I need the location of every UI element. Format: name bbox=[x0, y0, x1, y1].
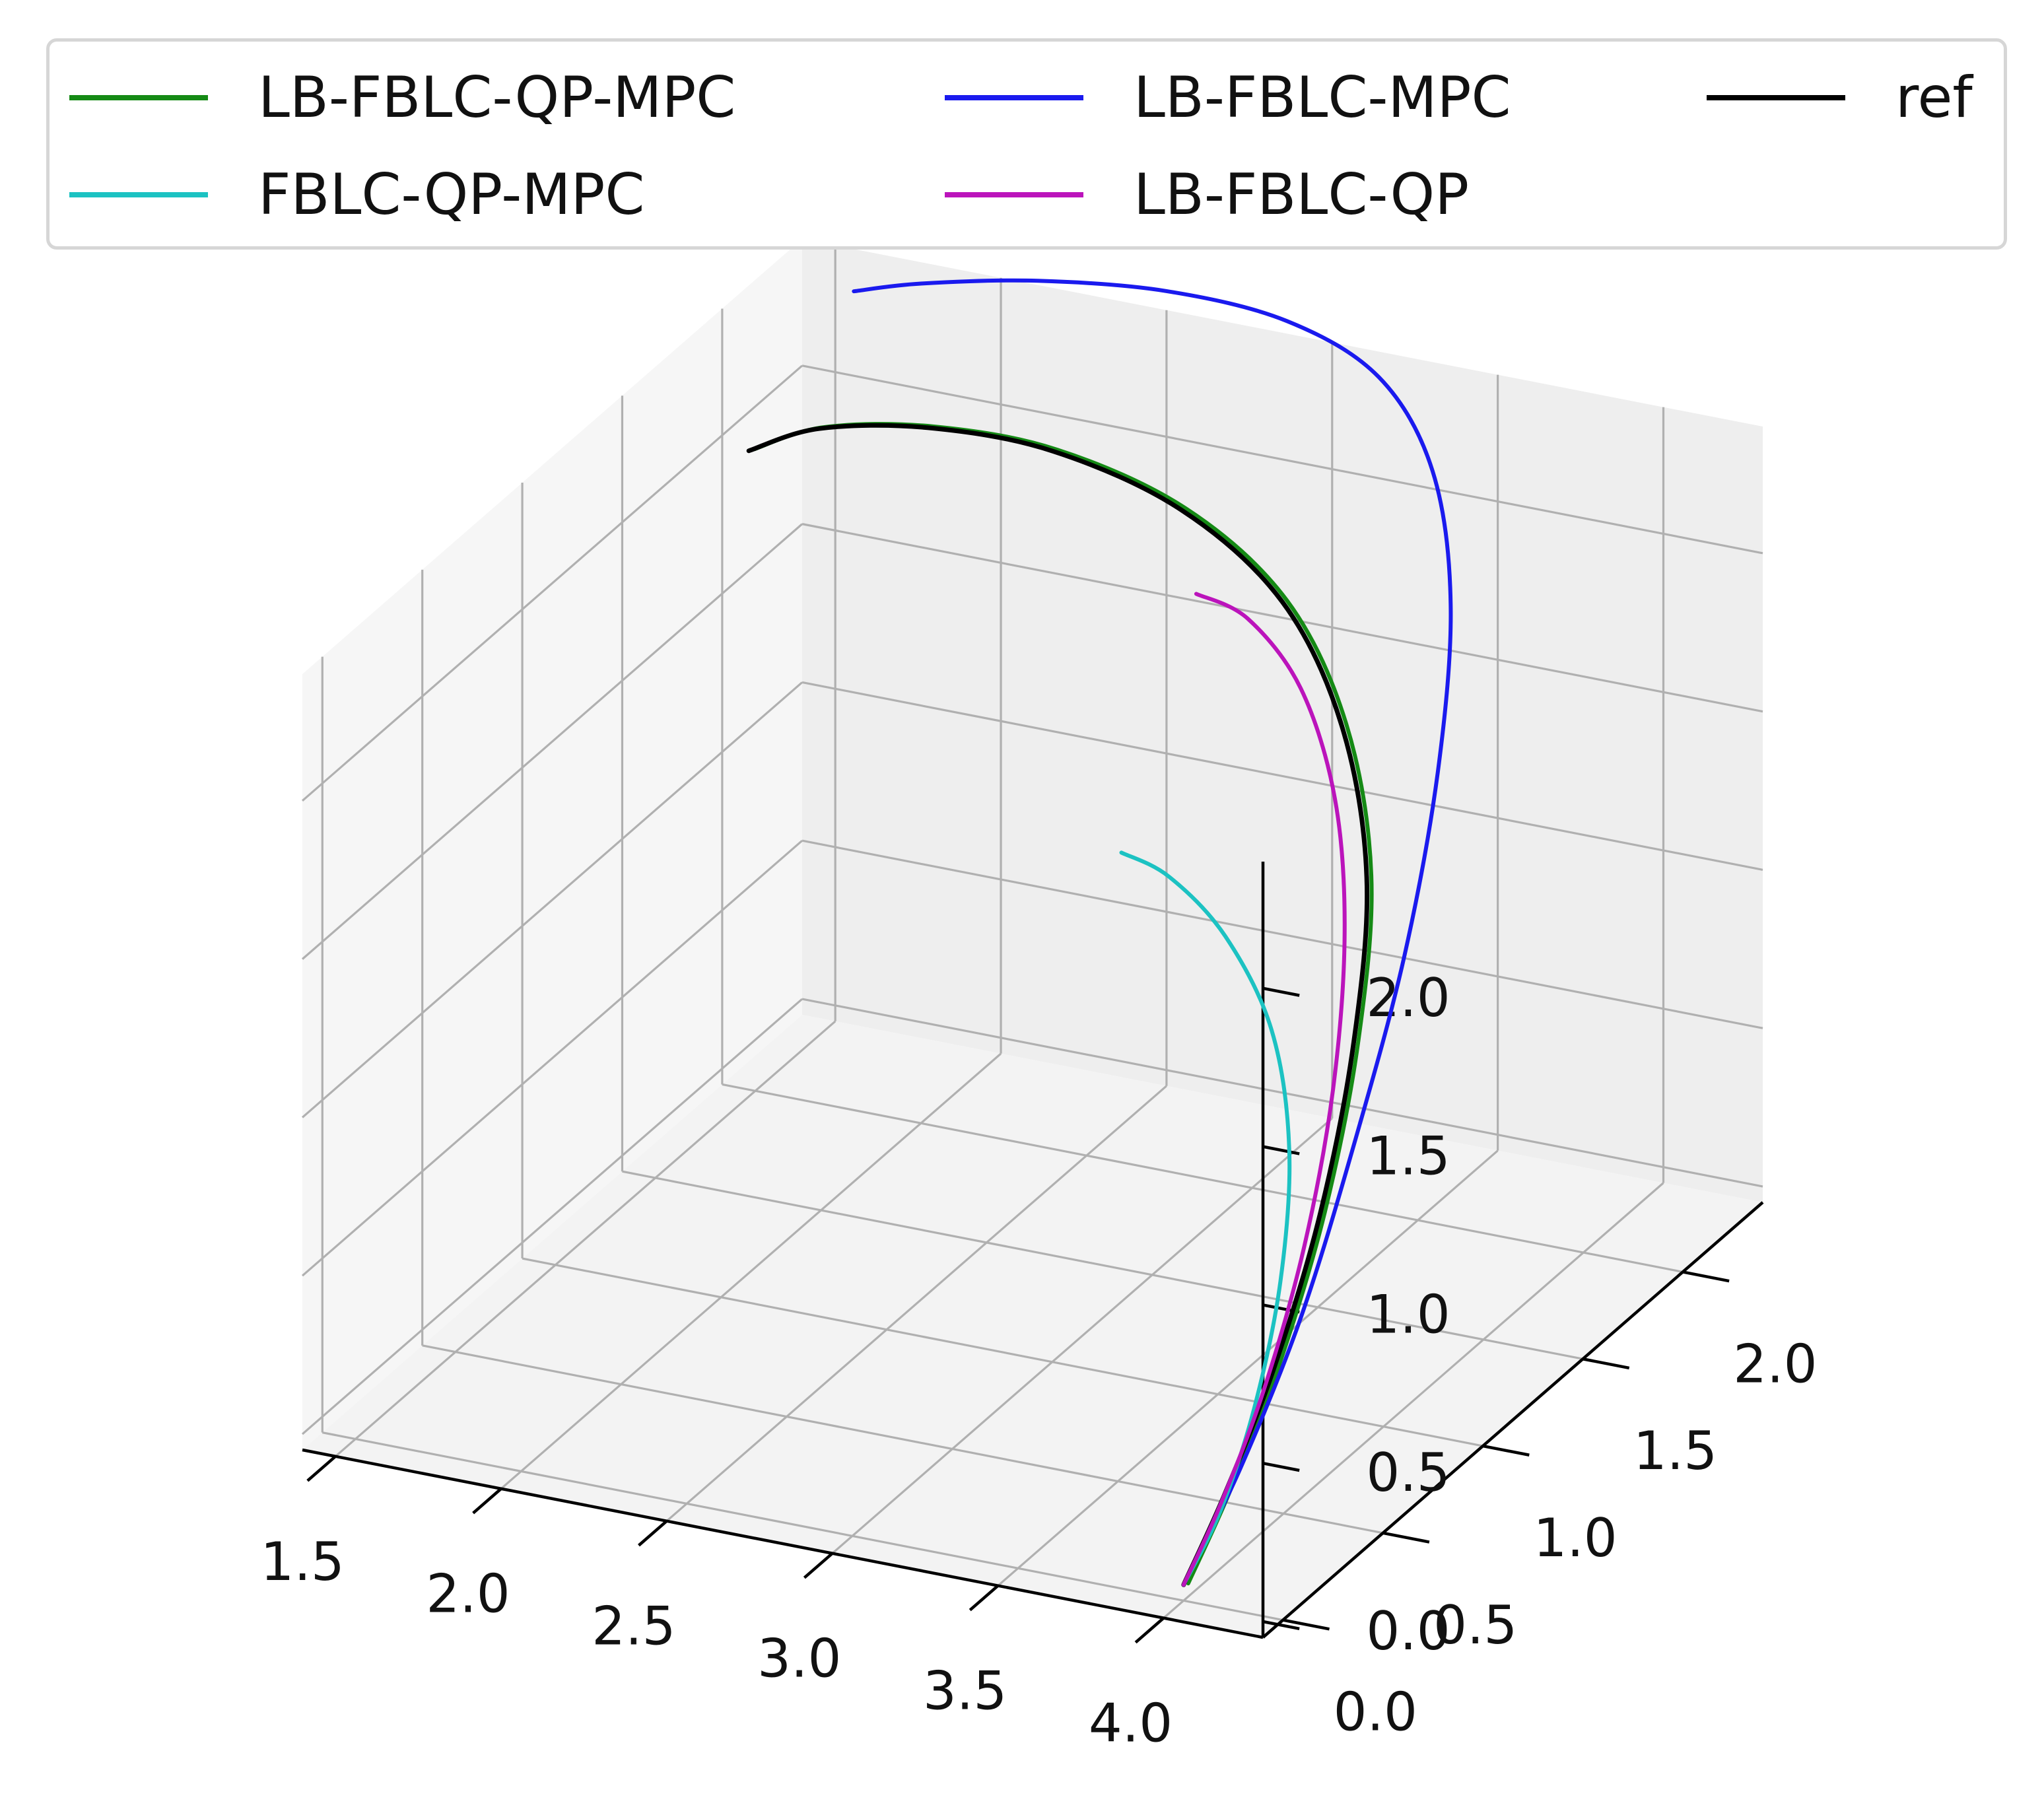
legend-swatch-lb-fblc-qp-mpc bbox=[69, 95, 208, 100]
z-tick-label: 1.0 bbox=[1366, 1284, 1450, 1345]
grid-x-floor bbox=[335, 1020, 836, 1457]
axes-lines bbox=[302, 862, 1764, 1639]
legend-swatch-lb-fblc-mpc bbox=[945, 95, 1083, 100]
x-tick-label: 2.0 bbox=[426, 1563, 510, 1625]
legend-swatch-lb-fblc-qp bbox=[945, 192, 1083, 197]
grid-x-floor bbox=[1163, 1182, 1664, 1619]
grid-y-floor bbox=[622, 1170, 1583, 1360]
grid-z-back bbox=[801, 523, 1763, 713]
grid-x-floor bbox=[500, 1052, 1002, 1490]
x-tick-label: 1.5 bbox=[261, 1531, 345, 1593]
series-line-lb-fblc-mpc bbox=[852, 278, 1453, 1587]
axes-grid bbox=[301, 245, 1763, 1622]
y-tick bbox=[1682, 1270, 1730, 1283]
x-tick-label: 2.5 bbox=[592, 1596, 675, 1657]
legend-label-ref: ref bbox=[1895, 65, 1973, 131]
z-tick bbox=[1262, 986, 1300, 997]
legend: LB-FBLC-QP-MPC FBLC-QP-MPC LB-FBLC-MPC L… bbox=[46, 38, 2007, 250]
grid-z-left bbox=[301, 681, 803, 1118]
x-tick bbox=[638, 1520, 668, 1547]
grid-y-floor bbox=[722, 1083, 1684, 1274]
grid-z-back bbox=[801, 839, 1763, 1029]
grid-y-floor bbox=[522, 1257, 1483, 1447]
axes-panes bbox=[302, 239, 1763, 1637]
grid-z-left bbox=[301, 364, 803, 802]
z-tick-label: 2.0 bbox=[1366, 967, 1450, 1029]
z-tick-label: 0.5 bbox=[1366, 1442, 1450, 1503]
y-tick-label: 1.0 bbox=[1533, 1507, 1617, 1569]
legend-item-lb-fblc-mpc: LB-FBLC-MPC bbox=[945, 61, 1511, 134]
x-tick bbox=[969, 1584, 1000, 1612]
grid-y-floor bbox=[322, 1431, 1283, 1622]
pane-floor bbox=[302, 1015, 1763, 1637]
legend-item-fblc-qp-mpc: FBLC-QP-MPC bbox=[69, 158, 644, 231]
grid-z-back bbox=[801, 681, 1763, 871]
y-tick bbox=[1382, 1531, 1430, 1544]
pane-left bbox=[302, 239, 802, 1450]
z-tick bbox=[1262, 1462, 1300, 1472]
grid-x-floor bbox=[665, 1085, 1167, 1522]
x-tick-label: 3.5 bbox=[923, 1661, 1007, 1722]
grid-z-back bbox=[801, 998, 1763, 1188]
grid-x-floor bbox=[831, 1117, 1333, 1554]
x-axis-line bbox=[302, 1448, 1264, 1639]
grid-x-floor bbox=[997, 1150, 1499, 1587]
y-tick-label: 0.0 bbox=[1334, 1682, 1417, 1743]
pane-back bbox=[802, 239, 1763, 1202]
z-tick bbox=[1262, 1620, 1300, 1631]
legend-item-lb-fblc-qp-mpc: LB-FBLC-QP-MPC bbox=[69, 61, 735, 134]
x-tick bbox=[472, 1488, 502, 1515]
series-line-ref bbox=[746, 423, 1370, 1587]
y-tick-label: 0.5 bbox=[1433, 1595, 1517, 1656]
legend-label-fblc-qp-mpc: FBLC-QP-MPC bbox=[258, 162, 645, 228]
grid-z-back bbox=[801, 364, 1763, 555]
legend-swatch-ref bbox=[1707, 95, 1845, 100]
grid-z-left bbox=[301, 523, 803, 960]
z-tick-label: 0.0 bbox=[1366, 1600, 1450, 1662]
x-tick bbox=[1134, 1616, 1165, 1644]
y-tick bbox=[1282, 1618, 1330, 1631]
legend-label-lb-fblc-qp: LB-FBLC-QP bbox=[1134, 162, 1470, 228]
grid-z-left bbox=[301, 998, 803, 1435]
legend-item-lb-fblc-qp: LB-FBLC-QP bbox=[945, 158, 1469, 231]
x-tick bbox=[803, 1552, 834, 1579]
y-tick-label: 2.0 bbox=[1733, 1333, 1817, 1394]
x-tick-label: 4.0 bbox=[1089, 1693, 1173, 1754]
x-tick bbox=[306, 1455, 337, 1482]
grid-z-left bbox=[301, 840, 803, 1277]
legend-label-lb-fblc-mpc: LB-FBLC-MPC bbox=[1134, 65, 1511, 131]
z-tick bbox=[1262, 1145, 1300, 1155]
y-tick bbox=[1482, 1444, 1530, 1457]
series-line-lb-fblc-qp bbox=[1181, 592, 1347, 1587]
y-tick bbox=[1583, 1357, 1630, 1370]
axes-ticks: 1.52.02.53.03.54.0 0.00.51.01.52.00.00.51… bbox=[261, 967, 1818, 1754]
y-axis-line bbox=[1262, 1201, 1764, 1639]
z-tick-label: 1.5 bbox=[1366, 1126, 1450, 1187]
legend-swatch-fblc-qp-mpc bbox=[69, 192, 208, 197]
legend-label-lb-fblc-qp-mpc: LB-FBLC-QP-MPC bbox=[258, 65, 736, 131]
series-lines bbox=[746, 278, 1453, 1587]
y-tick-label: 1.5 bbox=[1633, 1420, 1717, 1482]
legend-item-ref: ref bbox=[1707, 61, 1973, 134]
x-tick-label: 3.0 bbox=[757, 1628, 841, 1690]
